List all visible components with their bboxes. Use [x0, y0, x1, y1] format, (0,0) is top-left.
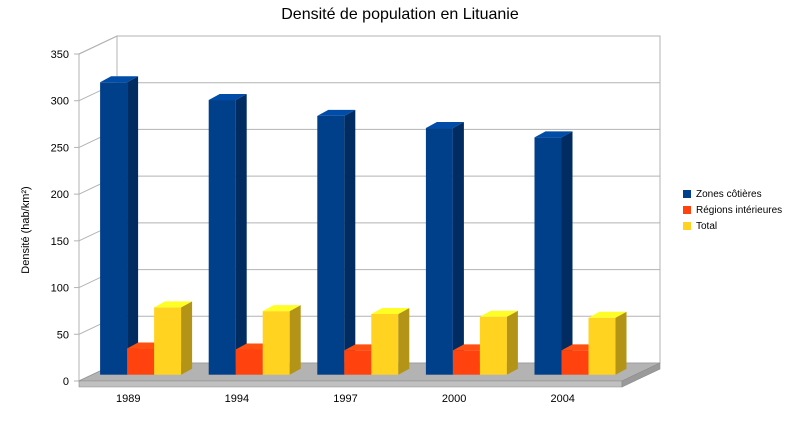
- bar: [208, 94, 247, 375]
- legend-label: Total: [696, 220, 718, 232]
- bar-top: [100, 76, 139, 83]
- floor-side: [621, 362, 661, 388]
- y-tick-label: 200: [51, 189, 69, 201]
- x-tick-label: 2000: [442, 393, 466, 405]
- bar: [425, 122, 464, 375]
- legend-item: Zones côtières: [683, 186, 782, 202]
- bar: [154, 301, 193, 375]
- bar-top: [317, 109, 356, 116]
- bar-front: [452, 350, 480, 375]
- x-tick-label: 1997: [333, 393, 357, 405]
- bar-side: [561, 131, 573, 375]
- bar-front: [588, 317, 616, 375]
- y-tick-label: 0: [63, 376, 69, 388]
- bar-front: [154, 307, 182, 375]
- bar-front: [344, 350, 372, 375]
- bar-top: [588, 311, 627, 318]
- legend-label: Régions intérieures: [696, 204, 783, 216]
- bars: [100, 76, 627, 375]
- chart-title: Densité de population en Lituanie: [281, 6, 519, 23]
- bar: [262, 305, 301, 375]
- y-tick-label: 350: [51, 49, 69, 61]
- legend-swatch: [683, 206, 691, 214]
- legend-item: Total: [683, 218, 782, 234]
- bar-side: [615, 311, 627, 375]
- x-tick-label: 2004: [550, 393, 574, 405]
- legend-swatch: [683, 222, 691, 230]
- bar-top: [262, 305, 301, 312]
- x-tick-label: 1989: [116, 393, 140, 405]
- gridline: [78, 35, 660, 55]
- y-tick-labels: 0 50 100 150 200 250 300 350: [51, 49, 69, 388]
- bar-top: [371, 307, 410, 314]
- y-tick-label: 250: [51, 142, 69, 154]
- bar: [479, 310, 518, 375]
- bar-top: [425, 122, 464, 129]
- bar-side: [127, 76, 139, 375]
- bar-side: [181, 301, 193, 375]
- bar: [317, 109, 356, 375]
- legend-swatch: [683, 190, 691, 198]
- legend-item: Régions intérieures: [683, 202, 782, 218]
- legend: Zones côtières Régions intérieures Total: [683, 186, 782, 234]
- bar-side: [506, 310, 518, 375]
- bar-front: [561, 350, 589, 375]
- bar: [371, 307, 410, 375]
- bar-side: [289, 305, 301, 375]
- bar-top: [208, 94, 247, 101]
- bar-front: [317, 115, 345, 375]
- floor-front: [78, 380, 623, 388]
- bar-front: [479, 316, 507, 375]
- y-tick-label: 300: [51, 96, 69, 108]
- bar-front: [127, 348, 155, 375]
- y-tick-label: 150: [51, 236, 69, 248]
- bar: [588, 311, 627, 375]
- bar-front: [262, 311, 290, 375]
- bar-side: [452, 122, 464, 375]
- bar-front: [208, 100, 236, 375]
- y-tick-label: 50: [57, 329, 69, 341]
- y-tick-label: 100: [51, 283, 69, 295]
- bar-top: [154, 301, 193, 308]
- x-tick-label: 1994: [225, 393, 249, 405]
- x-tick-labels: 1989 1994 1997 2000 2004: [116, 393, 575, 405]
- bar-front: [235, 349, 263, 375]
- bar-side: [235, 94, 247, 375]
- bar-top: [534, 131, 573, 138]
- bar-side: [398, 307, 410, 375]
- bar: [100, 76, 139, 375]
- bar: [534, 131, 573, 375]
- bar-front: [100, 82, 128, 375]
- bar-front: [371, 313, 399, 375]
- bar-front: [425, 128, 453, 375]
- bar-top: [479, 310, 518, 317]
- bar-side: [344, 109, 356, 375]
- legend-label: Zones côtières: [696, 188, 762, 200]
- bar-front: [534, 137, 562, 375]
